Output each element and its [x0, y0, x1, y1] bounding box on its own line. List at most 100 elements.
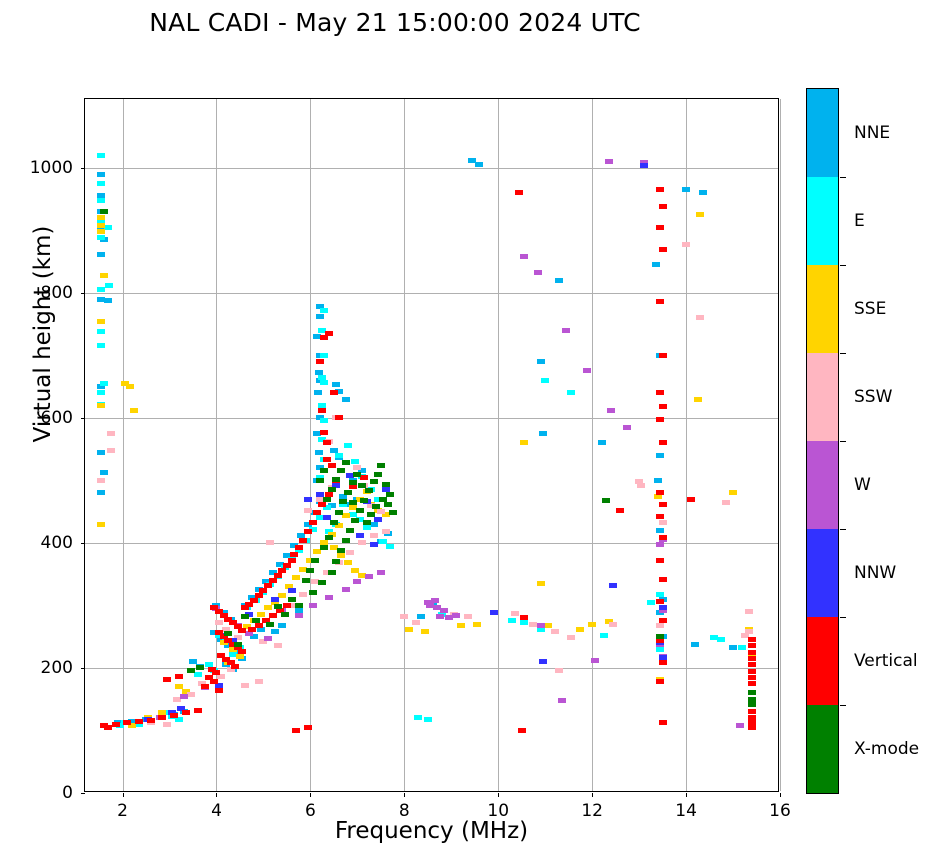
echo-mark: [240, 605, 249, 611]
echo-mark: [250, 597, 259, 603]
echo-mark: [376, 509, 385, 515]
echo-mark: [212, 670, 221, 676]
x-axis-tick-label: 8: [398, 801, 410, 821]
echo-mark: [656, 637, 665, 643]
colorbar-tick: [840, 529, 846, 531]
echo-mark: [224, 631, 233, 637]
echo-mark: [217, 674, 226, 680]
echo-mark: [362, 525, 371, 531]
colorbar-segment-nne: [807, 89, 838, 177]
echo-mark: [320, 352, 329, 358]
echo-mark: [635, 479, 644, 485]
echo-mark: [358, 572, 367, 578]
echo-mark: [261, 579, 270, 585]
y-axis-tick-label: 800: [40, 282, 73, 303]
echo-mark: [271, 629, 280, 635]
echo-mark: [334, 389, 343, 395]
echo-mark: [259, 587, 268, 593]
echo-mark: [332, 482, 341, 488]
echo-mark: [228, 620, 237, 626]
echo-mark: [238, 627, 247, 633]
echo-mark: [360, 474, 369, 480]
echo-mark: [322, 570, 331, 576]
echo-mark: [181, 689, 190, 695]
echo-mark: [351, 459, 360, 465]
echo-mark: [334, 455, 343, 461]
echo-mark: [306, 557, 315, 563]
echo-mark: [217, 652, 226, 658]
echo-mark: [268, 570, 277, 576]
echo-mark: [329, 447, 338, 453]
echo-mark: [355, 496, 364, 502]
echo-mark: [374, 471, 383, 477]
echo-mark: [207, 666, 216, 672]
echo-mark: [736, 722, 745, 728]
echo-mark: [327, 486, 336, 492]
echo-mark: [381, 529, 390, 535]
echo-mark: [369, 541, 378, 547]
echo-mark: [400, 614, 409, 620]
echo-mark: [520, 615, 529, 621]
echo-mark: [520, 440, 529, 446]
echo-mark: [405, 626, 414, 632]
echo-mark: [367, 502, 376, 508]
echo-mark: [369, 521, 378, 527]
echo-mark: [315, 359, 324, 365]
colorbar-tick: [840, 265, 846, 267]
echo-mark: [97, 390, 106, 396]
echo-mark: [294, 602, 303, 608]
echo-mark: [374, 496, 383, 502]
echo-mark: [416, 614, 425, 620]
grid-line-vertical: [404, 99, 406, 791]
echo-mark: [536, 581, 545, 587]
echo-mark: [583, 368, 592, 374]
echo-mark: [646, 599, 655, 605]
echo-mark: [534, 270, 543, 276]
echo-mark: [125, 384, 134, 390]
echo-mark: [116, 722, 125, 728]
echo-mark: [174, 674, 183, 680]
echo-mark: [609, 621, 618, 627]
echo-mark: [219, 634, 228, 640]
echo-mark: [341, 396, 350, 402]
echo-mark: [245, 612, 254, 618]
echo-mark: [430, 597, 439, 603]
echo-mark: [656, 634, 665, 640]
echo-mark: [99, 380, 108, 386]
echo-mark: [658, 501, 667, 507]
echo-mark: [376, 462, 385, 468]
echo-mark: [266, 540, 275, 546]
x-axis-tick-label: 6: [304, 801, 316, 821]
echo-mark: [325, 529, 334, 535]
echo-mark: [170, 712, 179, 718]
echo-mark: [205, 675, 214, 681]
x-axis-tick-label: 14: [675, 801, 697, 821]
echo-mark: [353, 471, 362, 477]
echo-mark: [315, 515, 324, 521]
echo-mark: [275, 561, 284, 567]
echo-mark: [426, 602, 435, 608]
echo-mark: [729, 490, 738, 496]
echo-mark: [423, 716, 432, 722]
echo-mark: [273, 572, 282, 578]
echo-mark: [214, 630, 223, 636]
echo-mark: [299, 537, 308, 543]
echo-mark: [339, 494, 348, 500]
colorbar-segment-w: [807, 441, 838, 529]
echo-mark: [639, 162, 648, 168]
echo-mark: [555, 277, 564, 283]
echo-mark: [536, 626, 545, 632]
echo-mark: [193, 707, 202, 713]
echo-mark: [233, 624, 242, 630]
echo-mark: [97, 296, 106, 302]
echo-mark: [379, 539, 388, 545]
echo-mark: [304, 496, 313, 502]
echo-mark: [214, 632, 223, 638]
echo-mark: [691, 641, 700, 647]
echo-mark: [341, 460, 350, 466]
echo-mark: [322, 515, 331, 521]
echo-mark: [604, 618, 613, 624]
echo-mark: [257, 626, 266, 632]
echo-mark: [318, 375, 327, 381]
echo-mark: [320, 335, 329, 341]
